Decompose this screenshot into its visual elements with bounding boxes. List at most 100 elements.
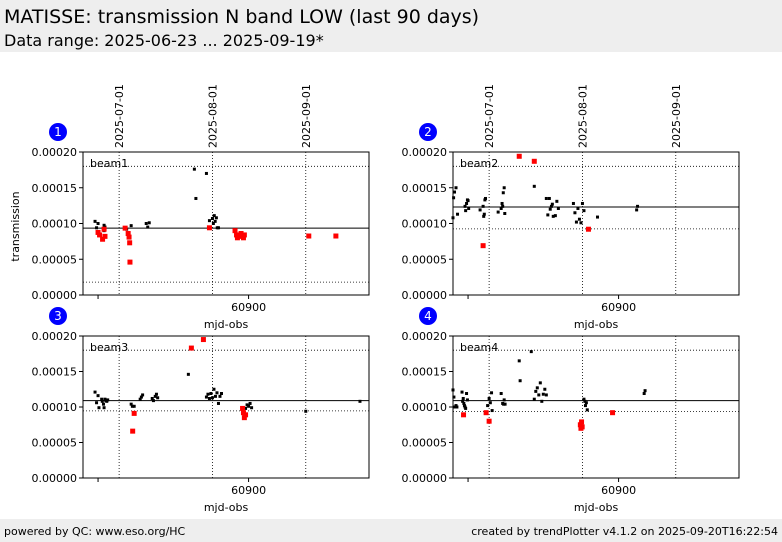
data-point	[156, 396, 160, 400]
data-point	[555, 199, 559, 203]
data-point	[465, 398, 469, 402]
data-point	[213, 394, 217, 398]
y-tick-label: 0.00010	[402, 218, 448, 231]
data-point-flagged	[102, 233, 108, 239]
data-point	[550, 202, 554, 206]
x-axis-label: mjd-obs	[574, 318, 619, 331]
data-range-subtitle: Data range: 2025-06-23 ... 2025-09-19*	[4, 31, 324, 50]
data-point-flagged	[126, 234, 132, 240]
data-point	[245, 403, 249, 407]
data-point	[584, 401, 588, 405]
data-point	[571, 201, 575, 205]
data-point	[106, 398, 110, 402]
y-tick-label: 0.00000	[32, 472, 78, 485]
data-point	[466, 199, 470, 203]
data-point	[538, 381, 542, 385]
date-tick-label: 2025-07-01	[113, 84, 126, 148]
data-point-flagged	[125, 231, 131, 237]
beam-label: beam3	[90, 341, 128, 354]
data-point	[209, 392, 213, 396]
header-bar: MATISSE: transmission N band LOW (last 9…	[0, 0, 782, 52]
y-axis-label: transmission	[9, 191, 22, 261]
data-point	[478, 208, 482, 212]
data-point-flagged	[206, 225, 212, 231]
data-point	[141, 393, 145, 397]
data-point	[465, 201, 469, 205]
data-point	[102, 223, 106, 227]
page-title: MATISSE: transmission N band LOW (last 9…	[4, 6, 480, 28]
data-point	[451, 216, 455, 220]
data-point	[247, 404, 251, 408]
y-tick-label: 0.00010	[32, 401, 78, 414]
beam-label: beam1	[90, 157, 128, 170]
data-point	[546, 213, 550, 217]
data-point-flagged	[241, 415, 247, 421]
data-point	[192, 167, 196, 171]
data-point-flagged	[97, 232, 103, 238]
data-point-flagged	[232, 228, 238, 234]
x-axis-label: mjd-obs	[204, 501, 249, 514]
x-axis-label: mjd-obs	[204, 318, 249, 331]
data-point-flagged	[130, 428, 136, 434]
panel-number: 4	[424, 309, 432, 323]
date-tick-label: 2025-09-01	[670, 84, 683, 148]
data-point	[582, 209, 586, 213]
data-point	[501, 191, 505, 195]
data-point	[543, 387, 547, 391]
data-point	[490, 391, 494, 395]
data-point	[643, 389, 647, 393]
data-point	[490, 409, 494, 413]
data-point	[95, 401, 99, 405]
data-point	[215, 391, 219, 395]
data-point	[482, 212, 486, 216]
data-point	[577, 217, 581, 221]
data-point	[213, 219, 217, 223]
data-point-flagged	[585, 226, 591, 232]
data-point	[219, 392, 223, 396]
data-point	[461, 399, 465, 403]
y-tick-label: 0.00005	[32, 253, 78, 266]
beam-label: beam4	[460, 341, 498, 354]
data-point	[503, 211, 507, 215]
data-point-flagged	[101, 226, 107, 232]
panel-number: 3	[54, 309, 62, 323]
data-point	[499, 392, 503, 396]
data-point	[97, 406, 101, 410]
data-point	[204, 171, 208, 175]
data-point-flagged	[610, 410, 616, 416]
data-point	[501, 204, 505, 208]
data-point	[248, 401, 252, 405]
data-point-flagged	[480, 243, 486, 249]
data-point	[481, 204, 485, 208]
data-point	[358, 399, 362, 403]
data-point	[151, 399, 155, 403]
data-point	[207, 396, 211, 400]
data-point	[138, 397, 142, 401]
data-point-flagged	[461, 412, 467, 418]
data-point-flagged	[579, 424, 585, 430]
data-point	[582, 397, 586, 401]
data-point	[502, 186, 506, 190]
beam-label: beam2	[460, 157, 498, 170]
date-tick-label: 2025-08-01	[206, 84, 219, 148]
data-point-flagged	[531, 158, 537, 164]
data-point	[503, 402, 507, 406]
data-point	[455, 405, 459, 409]
data-point	[460, 390, 464, 394]
data-point	[461, 396, 465, 400]
data-point	[579, 221, 583, 225]
data-point	[642, 392, 646, 396]
data-point-flagged	[188, 345, 194, 351]
data-point	[517, 359, 521, 363]
data-point	[194, 196, 198, 200]
date-tick-label: 2025-08-01	[576, 84, 589, 148]
plot-frame-1	[82, 151, 370, 296]
data-point	[556, 206, 560, 210]
data-point	[186, 372, 190, 376]
data-point-flagged	[237, 233, 243, 239]
data-point	[580, 201, 584, 205]
footer-created: created by trendPlotter v4.1.2 on 2025-0…	[471, 525, 778, 538]
data-point	[95, 226, 99, 230]
data-point-flagged	[200, 337, 206, 343]
data-point	[541, 392, 545, 396]
